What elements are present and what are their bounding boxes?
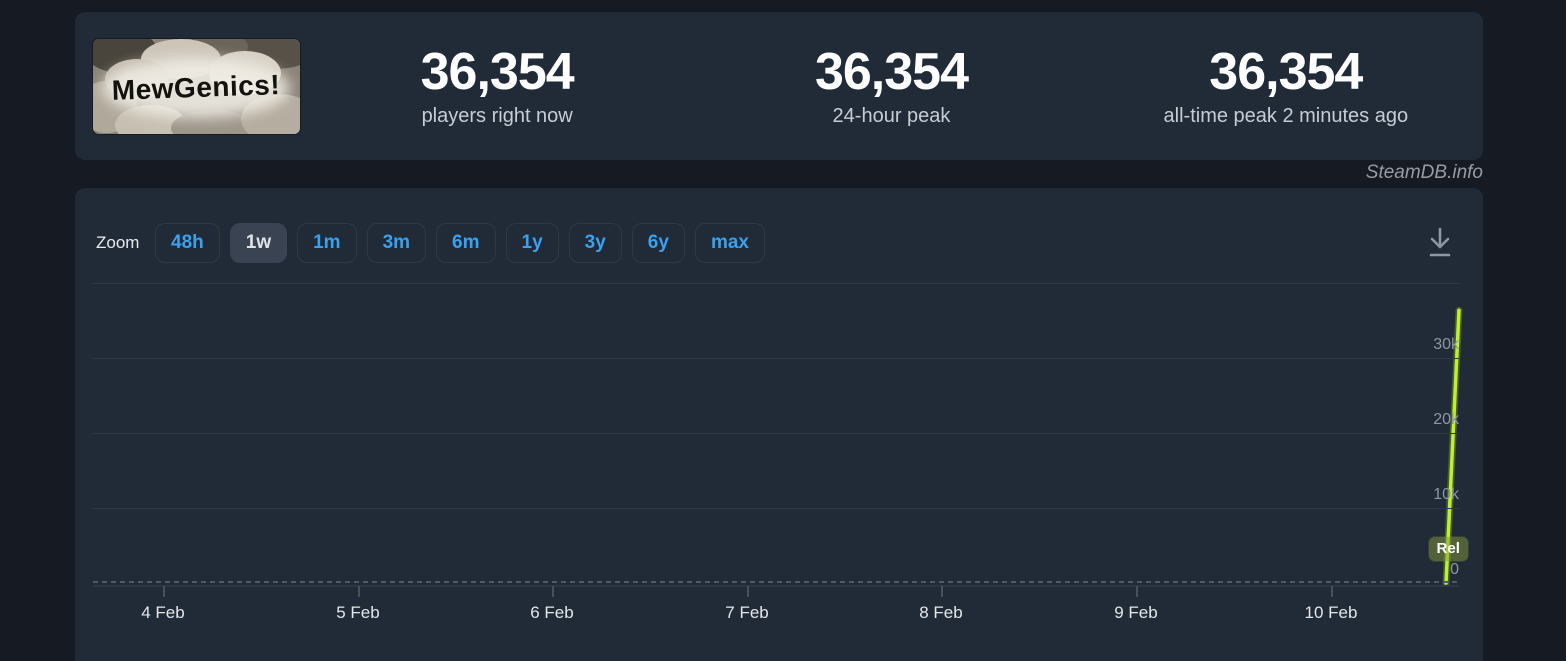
zoom-range-max[interactable]: max — [694, 223, 765, 263]
zoom-range-1w[interactable]: 1w — [229, 223, 288, 263]
24h-peak-label: 24-hour peak — [832, 105, 951, 128]
x-tick-9-Feb — [1135, 586, 1138, 597]
x-tick-6-Feb — [551, 586, 554, 597]
players-now-label: players right now — [421, 105, 573, 128]
x-axis-line — [93, 585, 1459, 587]
x-tick-10-Feb — [1331, 586, 1333, 597]
game-title: MewGenics! — [111, 69, 280, 106]
download-icon[interactable] — [1423, 225, 1457, 261]
stat-24h-peak: 36,354 24-hour peak — [694, 42, 1088, 128]
x-axis-label-10-Feb: 10 Feb — [1304, 603, 1358, 622]
players-now-value: 36,354 — [420, 42, 575, 101]
gridline-40000 — [93, 283, 1459, 284]
y-axis-label-30k: 30k — [1433, 336, 1459, 353]
player-count-chart[interactable]: Rel 30k 20k 10k 0 4 Feb 5 Feb 6 Feb 7 Feb 8 Feb 9… — [75, 188, 1483, 661]
x-tick-4-Feb — [162, 586, 165, 597]
stat-alltime-peak: 36,354 all-time peak 2 minutes ago — [1089, 42, 1483, 128]
24h-peak-value: 36,354 — [814, 42, 969, 101]
x-axis-label-6-Feb: 6 Feb — [530, 603, 574, 622]
zoom-range-buttons: 48h 1w 1m 3m 6m 1y 3y 6y max — [155, 223, 765, 263]
stats-row: 36,354 players right now 36,354 24-hour … — [300, 42, 1483, 128]
x-tick-7-Feb — [747, 586, 750, 597]
y-axis-label-20k: 20k — [1433, 411, 1459, 428]
y-axis-label-0: 0 — [1450, 561, 1459, 578]
player-count-line — [1442, 306, 1463, 587]
stat-players-now: 36,354 players right now — [300, 42, 694, 128]
zoom-range-1m[interactable]: 1m — [297, 223, 357, 263]
x-axis-label-4-Feb: 4 Feb — [141, 603, 185, 622]
chart-panel: Zoom 48h 1w 1m 3m 6m 1y 3y 6y max Rel 30k 20k 10k 0… — [75, 188, 1483, 661]
zoom-range-6y[interactable]: 6y — [631, 223, 685, 263]
x-tick-8-Feb — [941, 586, 943, 597]
x-axis-label-7-Feb: 7 Feb — [725, 603, 769, 622]
steamdb-watermark: SteamDB.info — [1365, 162, 1483, 183]
zoom-range-3m[interactable]: 3m — [366, 223, 427, 263]
game-capsule-image[interactable]: MewGenics! — [93, 38, 300, 134]
alltime-peak-label: all-time peak 2 minutes ago — [1163, 105, 1409, 128]
chart-toolbar: Zoom 48h 1w 1m 3m 6m 1y 3y 6y max — [75, 223, 1483, 263]
x-tick-5-Feb — [358, 586, 360, 597]
x-axis-label-8-Feb: 8 Feb — [919, 603, 963, 622]
gridline-20000 — [93, 433, 1459, 434]
zero-baseline — [93, 581, 1459, 583]
alltime-peak-value: 36,354 — [1209, 42, 1363, 101]
zoom-range-1y[interactable]: 1y — [505, 223, 559, 263]
header-panel: MewGenics! 36,354 players right now 36,3… — [75, 12, 1483, 160]
x-axis-label-9-Feb: 9 Feb — [1114, 603, 1158, 622]
gridline-10000 — [93, 508, 1459, 509]
y-axis-label-10k: 10k — [1433, 486, 1459, 503]
zoom-range-3y[interactable]: 3y — [568, 223, 622, 263]
gridline-30000 — [93, 358, 1459, 359]
release-marker-badge[interactable]: Rel — [1428, 536, 1468, 561]
zoom-range-48h[interactable]: 48h — [155, 223, 220, 263]
x-axis-label-5-Feb: 5 Feb — [336, 603, 380, 622]
zoom-range-6m[interactable]: 6m — [436, 223, 496, 263]
zoom-label: Zoom — [96, 233, 140, 252]
